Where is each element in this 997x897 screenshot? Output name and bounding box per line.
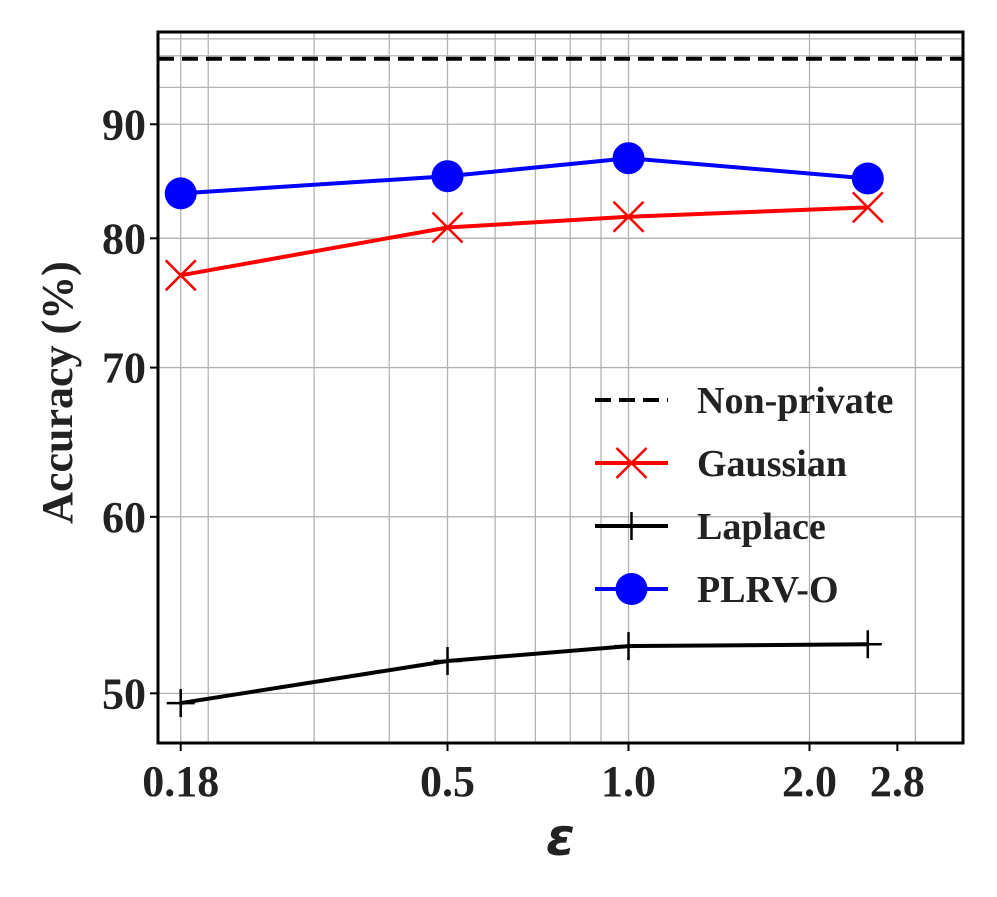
y-tick-label: 70 (102, 344, 146, 393)
x-axis-ticks: 0.18 0.5 1.0 2.0 2.8 (142, 743, 925, 806)
x-tick-label: 2.0 (782, 757, 837, 806)
gaussian-line (180, 205, 868, 278)
series-laplace (166, 630, 882, 718)
series-plrv-o (164, 142, 884, 210)
laplace-marker (433, 646, 462, 675)
gaussian-marker (164, 259, 197, 292)
legend: Non-private Gaussian Laplace PLRV-O (595, 380, 893, 611)
legend-item-non-private: Non-private (595, 380, 893, 422)
series-gaussian (164, 191, 884, 292)
plrv-o-marker (164, 177, 197, 210)
y-tick-label: 90 (102, 100, 146, 149)
plrv-o-marker (851, 162, 884, 195)
y-tick-label: 60 (102, 493, 146, 542)
y-tick-label: 80 (102, 214, 146, 263)
laplace-marker (853, 630, 882, 659)
legend-label: PLRV-O (697, 569, 839, 611)
x-axis-label: ε (546, 808, 575, 868)
legend-item-plrv-o: PLRV-O (595, 569, 839, 611)
plot-frame (156, 30, 965, 745)
plrv-o-line (180, 156, 868, 196)
legend-marker (615, 447, 648, 479)
laplace-line (180, 642, 868, 706)
legend-label: Laplace (697, 506, 826, 548)
grid-lines (158, 32, 963, 743)
legend-marker (615, 573, 648, 605)
legend-item-gaussian: Gaussian (595, 443, 847, 485)
legend-item-laplace: Laplace (595, 506, 826, 548)
gaussian-marker (431, 211, 464, 244)
x-tick-label: 0.18 (142, 757, 219, 806)
plrv-o-marker (431, 160, 464, 193)
x-tick-label: 0.5 (420, 757, 475, 806)
laplace-marker (166, 689, 195, 718)
y-axis-label: Accuracy (%) (33, 261, 82, 524)
y-tick-label: 50 (102, 669, 146, 718)
y-axis-ticks: 50 60 70 80 90 (102, 100, 158, 718)
legend-label: Gaussian (697, 443, 847, 485)
legend-marker (617, 512, 646, 540)
gaussian-marker (612, 200, 645, 233)
series-layer (158, 56, 963, 718)
gaussian-marker (851, 191, 884, 224)
x-tick-label: 1.0 (601, 757, 656, 806)
plrv-o-marker (612, 142, 645, 175)
x-tick-label: 2.8 (870, 757, 925, 806)
laplace-marker (614, 632, 643, 661)
legend-label: Non-private (697, 380, 893, 422)
